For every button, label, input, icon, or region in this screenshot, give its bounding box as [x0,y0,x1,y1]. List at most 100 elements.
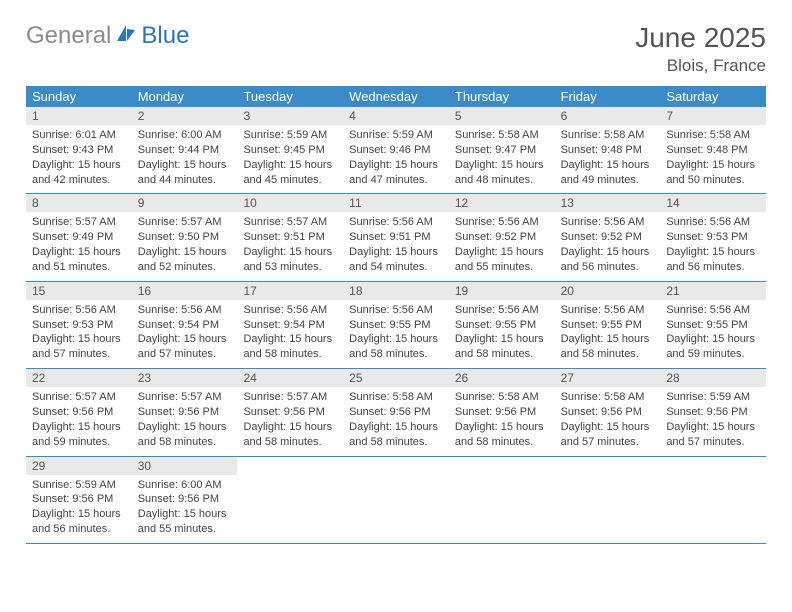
sunrise-line: Sunrise: 5:57 AM [32,390,126,405]
day-number: 28 [660,369,766,387]
calendar-page: General Blue June 2025 Blois, France Sun… [0,0,792,554]
sunset-line: Sunset: 9:47 PM [455,143,549,158]
sunset-line: Sunset: 9:54 PM [138,318,232,333]
dow-tuesday: Tuesday [237,86,343,107]
day-number: 19 [449,282,555,300]
sunset-line: Sunset: 9:48 PM [666,143,760,158]
sunset-line: Sunset: 9:43 PM [32,143,126,158]
sunrise-line: Sunrise: 6:00 AM [138,128,232,143]
day-body: Sunrise: 5:56 AMSunset: 9:55 PMDaylight:… [449,300,555,368]
day-body: Sunrise: 5:56 AMSunset: 9:52 PMDaylight:… [555,212,661,280]
sunset-line: Sunset: 9:54 PM [243,318,337,333]
day-number: 16 [132,282,238,300]
sunrise-line: Sunrise: 5:56 AM [349,215,443,230]
week-row: 15Sunrise: 5:56 AMSunset: 9:53 PMDayligh… [26,282,766,369]
daylight-line: Daylight: 15 hours and 49 minutes. [561,158,655,188]
day-cell [660,457,766,543]
day-cell: 16Sunrise: 5:56 AMSunset: 9:54 PMDayligh… [132,282,238,368]
day-number [237,457,343,475]
day-body: Sunrise: 5:56 AMSunset: 9:55 PMDaylight:… [343,300,449,368]
day-number: 1 [26,107,132,125]
day-cell [237,457,343,543]
day-body: Sunrise: 5:58 AMSunset: 9:56 PMDaylight:… [343,387,449,455]
week-row: 8Sunrise: 5:57 AMSunset: 9:49 PMDaylight… [26,194,766,281]
day-cell: 5Sunrise: 5:58 AMSunset: 9:47 PMDaylight… [449,107,555,193]
day-cell [555,457,661,543]
sunrise-line: Sunrise: 5:58 AM [561,390,655,405]
day-number: 15 [26,282,132,300]
day-cell: 8Sunrise: 5:57 AMSunset: 9:49 PMDaylight… [26,194,132,280]
day-cell: 7Sunrise: 5:58 AMSunset: 9:48 PMDaylight… [660,107,766,193]
day-number: 3 [237,107,343,125]
sunrise-line: Sunrise: 5:58 AM [455,390,549,405]
day-of-week-header: Sunday Monday Tuesday Wednesday Thursday… [26,86,766,107]
daylight-line: Daylight: 15 hours and 52 minutes. [138,245,232,275]
day-body: Sunrise: 5:56 AMSunset: 9:55 PMDaylight:… [660,300,766,368]
day-number: 5 [449,107,555,125]
day-number: 21 [660,282,766,300]
sunset-line: Sunset: 9:46 PM [349,143,443,158]
day-cell: 10Sunrise: 5:57 AMSunset: 9:51 PMDayligh… [237,194,343,280]
day-body: Sunrise: 5:57 AMSunset: 9:56 PMDaylight:… [26,387,132,455]
day-number: 20 [555,282,661,300]
sunrise-line: Sunrise: 5:56 AM [666,215,760,230]
day-cell: 12Sunrise: 5:56 AMSunset: 9:52 PMDayligh… [449,194,555,280]
dow-saturday: Saturday [660,86,766,107]
day-body: Sunrise: 5:56 AMSunset: 9:51 PMDaylight:… [343,212,449,280]
daylight-line: Daylight: 15 hours and 57 minutes. [561,420,655,450]
day-cell: 26Sunrise: 5:58 AMSunset: 9:56 PMDayligh… [449,369,555,455]
sunset-line: Sunset: 9:56 PM [32,492,126,507]
day-cell: 18Sunrise: 5:56 AMSunset: 9:55 PMDayligh… [343,282,449,368]
weeks-container: 1Sunrise: 6:01 AMSunset: 9:43 PMDaylight… [26,107,766,544]
day-cell: 19Sunrise: 5:56 AMSunset: 9:55 PMDayligh… [449,282,555,368]
day-body: Sunrise: 5:57 AMSunset: 9:51 PMDaylight:… [237,212,343,280]
day-cell: 29Sunrise: 5:59 AMSunset: 9:56 PMDayligh… [26,457,132,543]
day-number: 10 [237,194,343,212]
day-number: 27 [555,369,661,387]
day-cell: 14Sunrise: 5:56 AMSunset: 9:53 PMDayligh… [660,194,766,280]
day-cell: 20Sunrise: 5:56 AMSunset: 9:55 PMDayligh… [555,282,661,368]
daylight-line: Daylight: 15 hours and 47 minutes. [349,158,443,188]
sunrise-line: Sunrise: 5:57 AM [32,215,126,230]
day-cell [449,457,555,543]
sunset-line: Sunset: 9:53 PM [32,318,126,333]
sunrise-line: Sunrise: 5:56 AM [32,303,126,318]
day-body: Sunrise: 5:58 AMSunset: 9:47 PMDaylight:… [449,125,555,193]
daylight-line: Daylight: 15 hours and 58 minutes. [243,420,337,450]
day-number: 2 [132,107,238,125]
daylight-line: Daylight: 15 hours and 51 minutes. [32,245,126,275]
daylight-line: Daylight: 15 hours and 42 minutes. [32,158,126,188]
sunset-line: Sunset: 9:53 PM [666,230,760,245]
sunset-line: Sunset: 9:56 PM [455,405,549,420]
sunset-line: Sunset: 9:56 PM [243,405,337,420]
sunrise-line: Sunrise: 5:56 AM [455,303,549,318]
daylight-line: Daylight: 15 hours and 53 minutes. [243,245,337,275]
day-number: 25 [343,369,449,387]
dow-wednesday: Wednesday [343,86,449,107]
daylight-line: Daylight: 15 hours and 58 minutes. [349,332,443,362]
day-number: 26 [449,369,555,387]
sunrise-line: Sunrise: 5:59 AM [666,390,760,405]
week-row: 1Sunrise: 6:01 AMSunset: 9:43 PMDaylight… [26,107,766,194]
daylight-line: Daylight: 15 hours and 58 minutes. [455,420,549,450]
week-row: 22Sunrise: 5:57 AMSunset: 9:56 PMDayligh… [26,369,766,456]
day-cell: 2Sunrise: 6:00 AMSunset: 9:44 PMDaylight… [132,107,238,193]
daylight-line: Daylight: 15 hours and 57 minutes. [138,332,232,362]
day-number: 14 [660,194,766,212]
day-body: Sunrise: 5:59 AMSunset: 9:56 PMDaylight:… [26,475,132,543]
sunrise-line: Sunrise: 5:57 AM [138,215,232,230]
daylight-line: Daylight: 15 hours and 58 minutes. [561,332,655,362]
day-cell: 9Sunrise: 5:57 AMSunset: 9:50 PMDaylight… [132,194,238,280]
sunset-line: Sunset: 9:56 PM [349,405,443,420]
sunrise-line: Sunrise: 6:00 AM [138,478,232,493]
day-body: Sunrise: 5:58 AMSunset: 9:56 PMDaylight:… [449,387,555,455]
daylight-line: Daylight: 15 hours and 57 minutes. [32,332,126,362]
day-cell: 4Sunrise: 5:59 AMSunset: 9:46 PMDaylight… [343,107,449,193]
sunrise-line: Sunrise: 6:01 AM [32,128,126,143]
daylight-line: Daylight: 15 hours and 58 minutes. [455,332,549,362]
sunset-line: Sunset: 9:50 PM [138,230,232,245]
sunrise-line: Sunrise: 5:58 AM [561,128,655,143]
dow-thursday: Thursday [449,86,555,107]
sunrise-line: Sunrise: 5:56 AM [666,303,760,318]
sunset-line: Sunset: 9:48 PM [561,143,655,158]
